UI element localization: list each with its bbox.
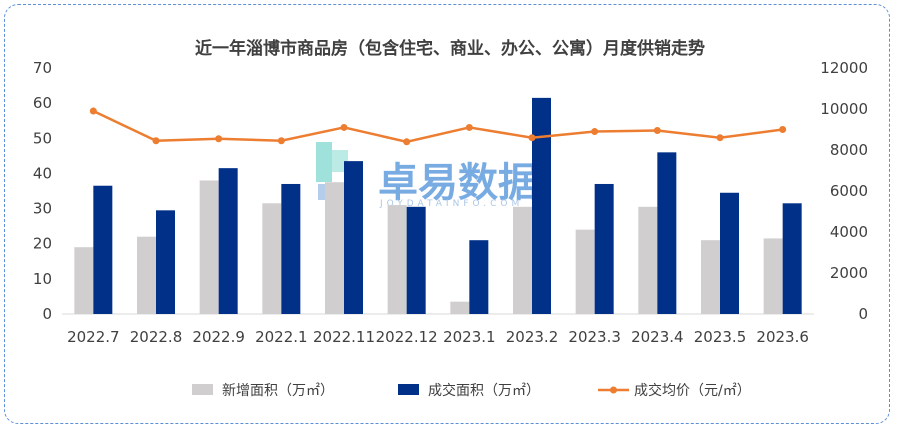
price-line: [92, 109, 783, 144]
y-left-tick-label: 70: [33, 59, 52, 77]
x-tick-label: 2022.1: [255, 328, 308, 346]
chart-frame: [4, 4, 890, 424]
bar-transaction: [532, 97, 551, 314]
bar-new-supply: [262, 203, 282, 314]
bar-transaction: [406, 206, 426, 314]
bar-new-supply: [701, 240, 720, 314]
bar-transaction: [344, 161, 363, 314]
x-tick-label: 2023.6: [756, 328, 809, 346]
y-left-tick-label: 20: [33, 235, 52, 253]
x-tick-label: 2023.2: [506, 328, 559, 346]
price-point: [528, 134, 536, 142]
y-left-tick-label: 30: [33, 200, 52, 218]
legend-swatch-dot: [610, 386, 617, 394]
watermark-site: JOYDATAINFO.COM: [379, 199, 523, 209]
price-point: [779, 126, 787, 133]
bar-new-supply: [575, 229, 595, 314]
y-right-tick-label: 0: [858, 305, 868, 323]
y-left-tick-label: 50: [33, 129, 52, 147]
price-point: [89, 107, 97, 115]
bar-transaction: [218, 168, 238, 314]
bar-new-supply: [450, 301, 470, 314]
y-right-tick-label: 12000: [820, 59, 868, 77]
legend-label: 成交均价（元/㎡）: [634, 382, 751, 399]
y-right-tick-label: 8000: [830, 141, 868, 159]
x-tick-label: 2022.9: [192, 328, 245, 346]
y-right-tick-label: 2000: [830, 264, 868, 282]
bar-transaction: [93, 185, 113, 314]
bar-transaction: [156, 210, 175, 314]
bar-new-supply: [513, 206, 532, 314]
price-point: [215, 135, 223, 143]
legend-label: 成交面积（万㎡）: [428, 382, 540, 399]
bar-new-supply: [638, 206, 658, 314]
x-tick-label: 2023.4: [631, 328, 684, 346]
y-left-tick-label: 0: [42, 305, 52, 323]
y-right-tick-label: 10000: [820, 100, 868, 118]
bar-transaction: [657, 152, 677, 314]
price-point: [716, 134, 724, 142]
legend-swatch: [192, 384, 213, 395]
y-right-tick-label: 6000: [830, 182, 868, 200]
watermark-mark-teal: [316, 142, 332, 182]
bar-transaction: [720, 192, 739, 314]
price-point: [403, 138, 411, 146]
bar-new-supply: [763, 238, 783, 314]
plot-area: 0 10 20 30 40 50 60 70 0 2000 4000 6000 8000 10000 120…: [33, 59, 868, 346]
price-point: [340, 123, 348, 131]
x-tick-label: 2022.11: [313, 328, 375, 346]
bar-transaction: [782, 203, 802, 314]
y-left-tick-label: 60: [33, 94, 52, 112]
watermark-brand: 卓易数据: [378, 160, 538, 206]
bar-new-supply: [137, 236, 156, 314]
chart-title: 近一年淄博市商品房（包含住宅、商业、办公、公寓）月度供销走势: [195, 38, 705, 59]
x-tick-label: 2022.7: [67, 328, 120, 346]
bar-transaction: [469, 240, 489, 314]
y-left-tick-label: 10: [33, 270, 52, 288]
bar-transaction: [281, 183, 301, 314]
x-tick-label: 2022.8: [130, 328, 183, 346]
legend-swatch: [398, 384, 419, 395]
price-point: [152, 137, 160, 145]
x-tick-label: 2022.12: [376, 328, 438, 346]
bar-new-supply: [199, 180, 219, 314]
bar-transaction: [594, 183, 614, 314]
legend: 新增面积（万㎡） 成交面积（万㎡） 成交均价（元/㎡）: [192, 382, 751, 399]
y-right-tick-label: 4000: [830, 223, 868, 241]
price-point: [653, 127, 661, 135]
price-point: [591, 128, 599, 136]
bar-new-supply: [325, 182, 344, 314]
price-point: [277, 137, 285, 145]
x-tick-label: 2023.1: [443, 328, 496, 346]
price-point: [465, 123, 473, 131]
x-tick-label: 2023.3: [568, 328, 621, 346]
y-left-tick-label: 40: [33, 164, 52, 182]
bar-new-supply: [387, 205, 407, 314]
x-tick-label: 2023.5: [694, 328, 747, 346]
legend-label: 新增面积（万㎡）: [222, 383, 334, 399]
bar-new-supply: [74, 247, 94, 314]
